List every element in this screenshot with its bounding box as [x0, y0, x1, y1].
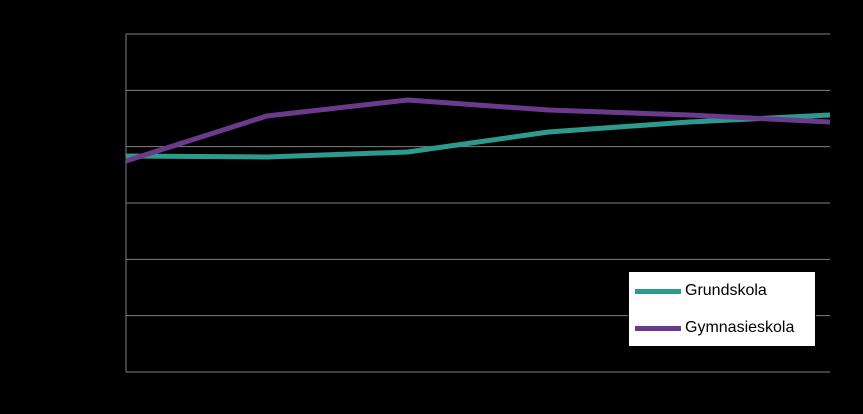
gridlines	[126, 33, 830, 373]
legend-swatch-grundskola	[635, 288, 681, 294]
legend-swatch-gymnasieskola	[635, 325, 681, 331]
legend: Grundskola Gymnasieskola	[628, 271, 816, 347]
legend-item-grundskola: Grundskola	[635, 280, 767, 302]
legend-label-grundskola: Grundskola	[685, 282, 767, 299]
legend-item-gymnasieskola: Gymnasieskola	[635, 317, 794, 339]
series-line-gymnasieskola	[125, 97, 831, 164]
series-group	[125, 97, 831, 164]
series-line-grundskola	[125, 112, 831, 160]
legend-label-gymnasieskola: Gymnasieskola	[685, 319, 795, 336]
